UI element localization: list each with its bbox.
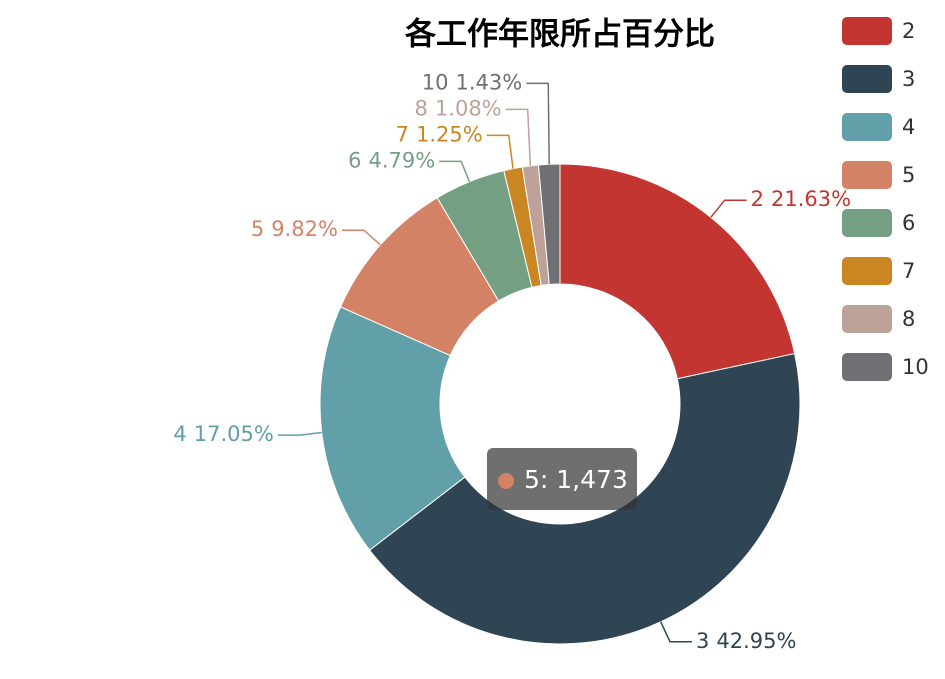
legend-label: 6 (902, 211, 915, 235)
chart-title: 各工作年限所占百分比 (404, 17, 715, 53)
slice-label: 7 1.25% (396, 122, 483, 146)
pie-slice (559, 163, 796, 380)
pie-slice (319, 306, 466, 551)
slice-label: 10 1.43% (422, 70, 522, 94)
slice-category: 5 (251, 217, 264, 241)
slice-value: 21.63% (771, 187, 851, 211)
legend-swatch (842, 257, 892, 285)
slice-label: 6 4.79% (348, 148, 435, 172)
legend-label: 5 (902, 163, 915, 187)
slice-category: 4 (173, 422, 186, 446)
slice-category: 6 (348, 148, 361, 172)
legend-label: 8 (902, 307, 915, 331)
slice-category: 2 (751, 187, 764, 211)
pie-slice (368, 352, 801, 645)
pie-slice (537, 163, 561, 286)
slice-category: 10 (422, 70, 449, 94)
slice-value: 1.08% (435, 96, 502, 120)
slice-value: 42.95% (716, 629, 796, 653)
tooltip-box (487, 448, 637, 510)
slice-label: 8 1.08% (415, 96, 502, 120)
slice-label: 4 17.05% (173, 422, 273, 446)
label-line (526, 82, 550, 165)
slice-category: 3 (696, 629, 709, 653)
slice-label: 2 21.63% (751, 187, 851, 211)
legend-label: 2 (902, 19, 915, 43)
legend-swatch (842, 209, 892, 237)
legend-label: 7 (902, 259, 915, 283)
tooltip-marker (498, 473, 514, 489)
slice-value: 1.25% (416, 122, 483, 146)
label-line (439, 160, 471, 183)
label-line (505, 108, 532, 166)
slice-value: 17.05% (194, 422, 274, 446)
slice-label: 5 9.82% (251, 217, 338, 241)
slice-value: 9.82% (271, 217, 338, 241)
legend-label: 3 (902, 67, 915, 91)
tooltip-text: 5: 1,473 (524, 465, 628, 494)
legend-swatch (842, 305, 892, 333)
label-line (486, 134, 514, 169)
legend-swatch (842, 353, 892, 381)
legend-swatch (842, 17, 892, 45)
slice-label: 3 42.95% (696, 629, 796, 653)
label-line (277, 431, 322, 436)
slice-value: 4.79% (368, 148, 435, 172)
label-line (660, 621, 692, 643)
legend-swatch (842, 113, 892, 141)
slice-value: 1.43% (456, 70, 523, 94)
label-line (341, 229, 381, 246)
legend-swatch (842, 65, 892, 93)
legend-label: 10 (902, 355, 929, 379)
slice-category: 7 (396, 122, 409, 146)
slice-category: 8 (415, 96, 428, 120)
legend-swatch (842, 161, 892, 189)
label-line (710, 199, 747, 218)
legend-label: 4 (902, 115, 915, 139)
